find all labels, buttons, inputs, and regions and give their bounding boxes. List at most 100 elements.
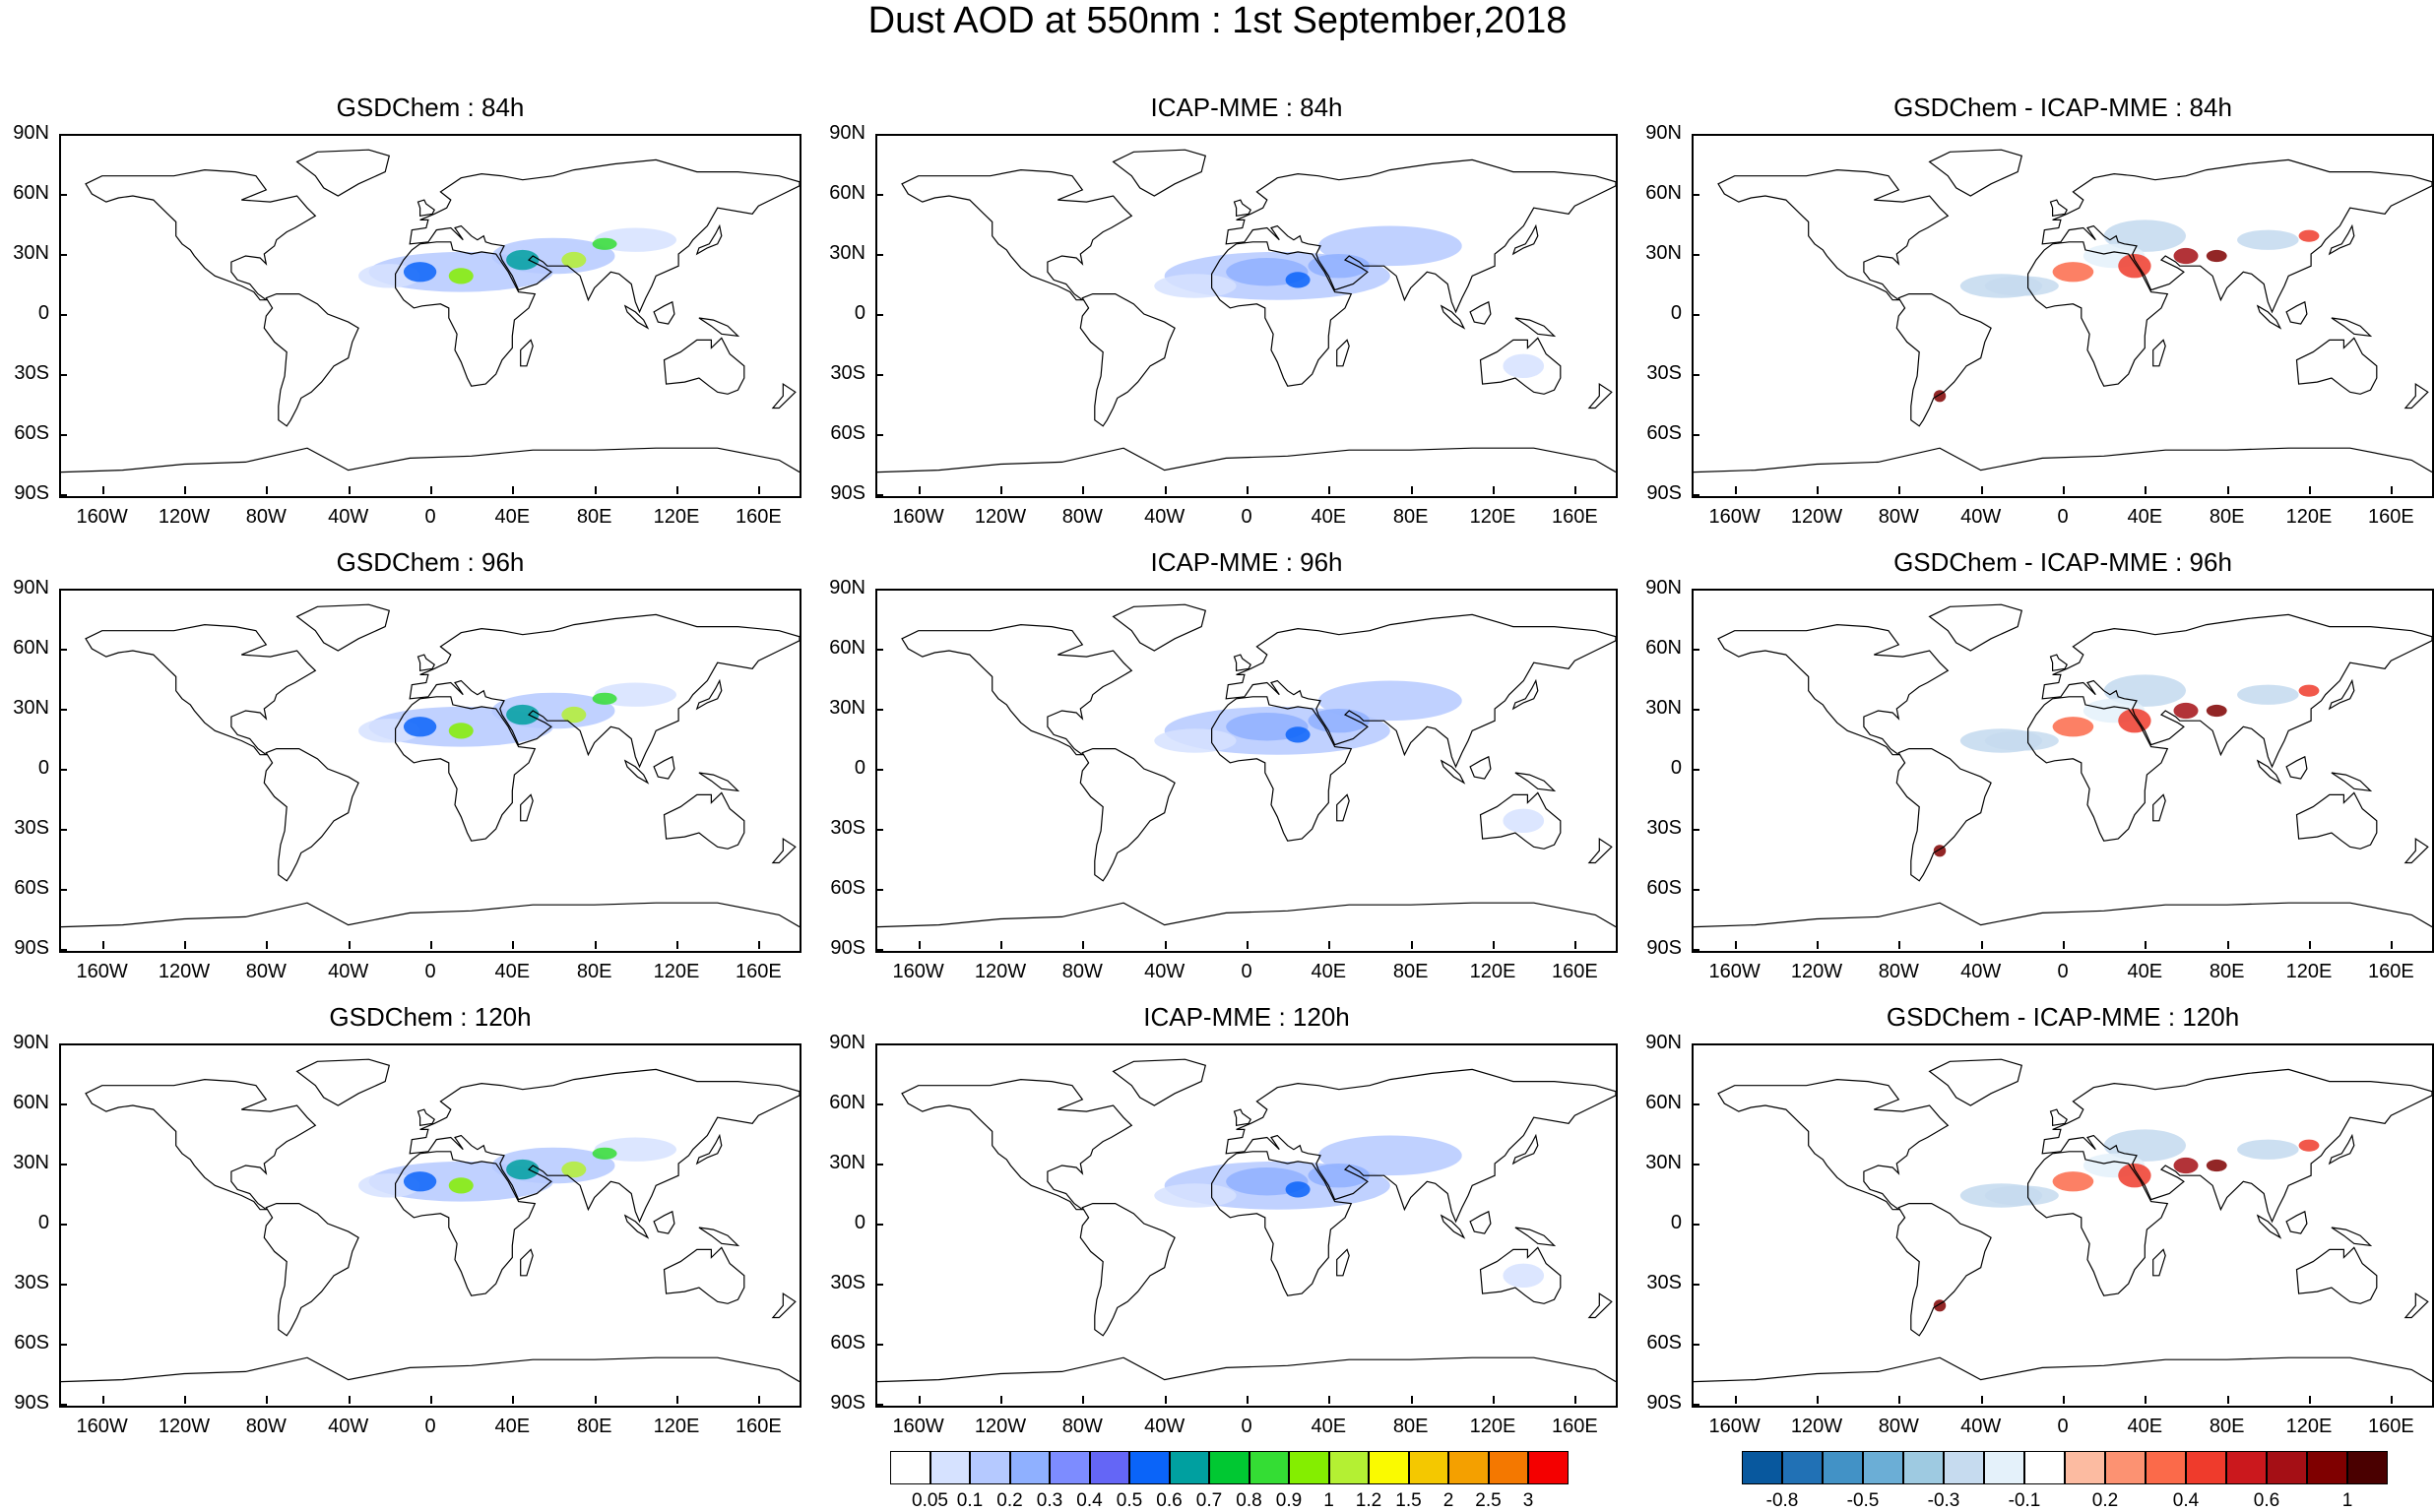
coastline-borneo xyxy=(2285,300,2308,325)
lat-tick-label: 90N xyxy=(829,122,865,144)
lon-tick xyxy=(1247,486,1249,494)
aod-colorbar-label: 0.2 xyxy=(996,1490,1023,1511)
aod-colorbar-label: 0.6 xyxy=(1156,1490,1183,1511)
lat-tick-label: 30N xyxy=(13,1152,49,1173)
coastline-sumatra xyxy=(2256,759,2282,785)
coastline-south-america xyxy=(1079,1203,1176,1337)
coastline-madagascar xyxy=(1336,793,1350,822)
lat-tick-label: 90S xyxy=(1646,482,1682,504)
lat-tick-label: 60S xyxy=(1646,422,1682,444)
lat-tick-label: 90S xyxy=(1646,937,1682,959)
lon-tick-label: 80W xyxy=(1878,961,1919,982)
coastline-north-america xyxy=(85,1078,317,1211)
lon-tick xyxy=(184,941,186,949)
aod-colorbar-label: 0.3 xyxy=(1036,1490,1063,1511)
dust-plume xyxy=(1503,1263,1545,1289)
lat-tick-label: 30S xyxy=(830,1272,865,1293)
coastline-new-zealand xyxy=(2403,1292,2429,1319)
lon-tick-label: 80W xyxy=(1878,506,1919,528)
lat-tick-label: 90S xyxy=(1646,1392,1682,1414)
coastline-australia xyxy=(2295,337,2378,395)
dust-plume xyxy=(403,1171,437,1192)
dust-plume xyxy=(506,1159,540,1180)
lat-tick-label: 30N xyxy=(13,242,49,264)
aod-colorbar-swatch xyxy=(890,1451,930,1484)
coastline-africa xyxy=(395,241,537,387)
lon-tick-label: 40W xyxy=(1144,506,1185,528)
lat-tick-label: 30N xyxy=(1645,242,1682,264)
lon-tick-label: 80W xyxy=(1061,961,1103,982)
coastline-great-britain xyxy=(417,654,435,672)
lon-tick xyxy=(2391,1396,2394,1404)
lat-tick-label: 60S xyxy=(830,877,865,899)
lon-tick xyxy=(430,486,432,494)
map-panel xyxy=(875,134,1618,498)
lon-tick-label: 40W xyxy=(1960,961,2002,982)
lon-tick xyxy=(918,486,921,494)
diff-colorbar-label: 0.4 xyxy=(2172,1490,2200,1511)
lat-tick-label: 30S xyxy=(1646,1272,1682,1293)
lon-tick xyxy=(101,1396,104,1404)
lat-tick xyxy=(1692,1043,1699,1045)
dust-plume xyxy=(2052,1171,2094,1192)
coastline-new-guinea xyxy=(2331,772,2373,792)
lat-tick xyxy=(875,769,883,771)
coastline-greenland xyxy=(1112,149,1207,197)
coastline-new-zealand xyxy=(2403,837,2429,864)
lat-tick xyxy=(59,709,67,711)
lat-tick-label: 30N xyxy=(13,697,49,719)
lat-tick-label: 60N xyxy=(1645,182,1682,204)
aod-colorbar-swatch xyxy=(1369,1451,1409,1484)
dust-plume xyxy=(1154,1183,1237,1208)
lon-tick-label: 120E xyxy=(2285,961,2333,982)
map-panel xyxy=(1692,134,2434,498)
lon-tick-label: 160W xyxy=(892,1416,944,1437)
lat-tick xyxy=(1692,494,1699,496)
lon-tick-label: 120E xyxy=(2285,506,2333,528)
coastline-sumatra xyxy=(1440,304,1466,330)
lon-tick-label: 80W xyxy=(245,961,287,982)
dust-plume xyxy=(2298,229,2320,242)
lon-tick-label: 120W xyxy=(158,1416,211,1437)
lon-tick xyxy=(1734,941,1737,949)
lon-tick-label: 160E xyxy=(1551,506,1598,528)
dust-plume xyxy=(506,249,540,271)
coastline-greenland xyxy=(1928,149,2023,197)
lat-tick-label: 90S xyxy=(830,937,865,959)
diff-colorbar-swatch xyxy=(2347,1451,2388,1484)
coastline-south-america xyxy=(1895,293,1992,427)
lat-tick xyxy=(59,1103,67,1105)
dust-plume xyxy=(2052,262,2094,283)
coastline-antarctica xyxy=(1694,1356,2432,1383)
lon-tick xyxy=(676,1396,678,1404)
coastline-south-america xyxy=(263,1203,359,1337)
lat-tick xyxy=(59,949,67,951)
dust-plume xyxy=(2118,708,2151,733)
aod-colorbar-swatch xyxy=(1129,1451,1170,1484)
map-svg xyxy=(1694,603,2432,928)
lat-tick xyxy=(1692,134,1699,136)
lon-tick-label: 120W xyxy=(974,1416,1027,1437)
coastline-madagascar xyxy=(2152,339,2166,367)
coastline-madagascar xyxy=(2152,793,2166,822)
lon-tick xyxy=(1328,486,1331,494)
diff-colorbar-label: -0.8 xyxy=(1765,1490,1799,1511)
coastline-borneo xyxy=(2285,755,2308,780)
dust-plume xyxy=(403,262,437,283)
coastline-antarctica xyxy=(877,902,1616,928)
lat-tick-label: 0 xyxy=(1670,302,1682,324)
lat-tick xyxy=(59,829,67,831)
lat-tick xyxy=(875,1103,883,1105)
lat-tick xyxy=(1692,589,1699,591)
panel-title: GSDChem - ICAP-MME : 120h xyxy=(1886,1002,2240,1032)
dust-plume xyxy=(561,251,587,269)
coastline-north-america xyxy=(1717,1078,1950,1211)
coastline-great-britain xyxy=(417,1108,435,1127)
diff-colorbar-swatch xyxy=(2146,1451,2186,1484)
lat-tick xyxy=(59,889,67,891)
lat-tick xyxy=(1692,1404,1699,1406)
negative-diff-area xyxy=(2237,684,2299,705)
lat-tick-label: 60N xyxy=(829,1092,865,1113)
lon-tick xyxy=(676,941,678,949)
panel-title: GSDChem : 96h xyxy=(336,547,525,577)
